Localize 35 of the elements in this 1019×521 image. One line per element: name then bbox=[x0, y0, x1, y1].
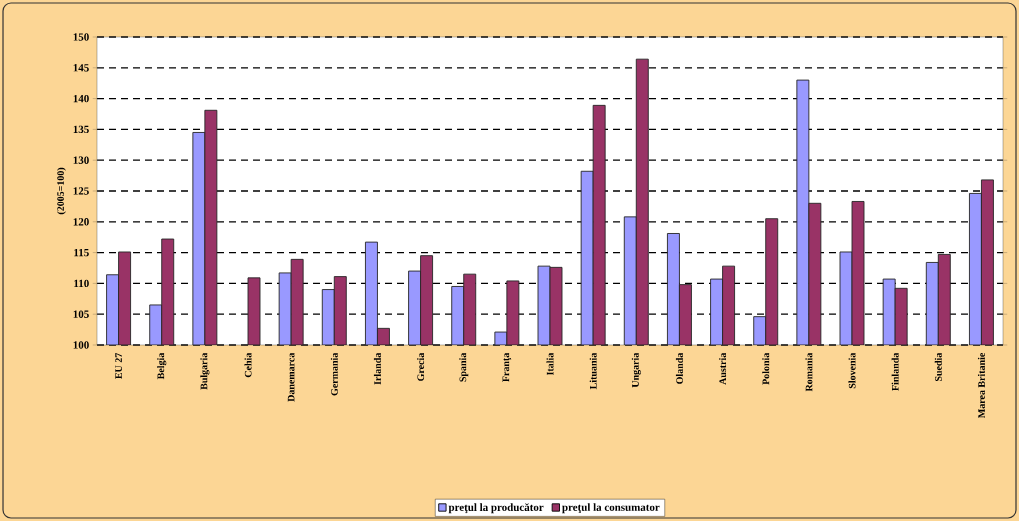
x-tick-label: Slovenia bbox=[848, 352, 856, 389]
x-tick-label: Lituania bbox=[589, 352, 597, 390]
legend-label: preţul la producător bbox=[448, 503, 544, 514]
x-tick-label: Ungaria bbox=[631, 352, 641, 388]
y-tick-label: 120 bbox=[73, 218, 89, 226]
y-tick-label: 105 bbox=[73, 310, 89, 318]
y-tick-label: 150 bbox=[73, 33, 89, 41]
x-tick-label: Franţa bbox=[502, 352, 512, 382]
x-tick-label: Polonia bbox=[762, 352, 770, 385]
y-tick-label: 130 bbox=[73, 156, 89, 164]
x-tick-label: Bulgaria bbox=[200, 352, 210, 390]
x-tick-label: Italia bbox=[546, 352, 554, 376]
x-tick-label: Spania bbox=[459, 352, 469, 382]
y-tick-label: 140 bbox=[73, 94, 89, 103]
x-tick-label: Cehia bbox=[244, 352, 252, 378]
x-tick-label: Olanda bbox=[675, 352, 683, 384]
x-tick-label: Germania bbox=[330, 352, 338, 396]
x-tick-label: Finlanda bbox=[891, 352, 899, 391]
x-tick-label: Grecia bbox=[417, 352, 425, 381]
x-tick-label: Suedia bbox=[934, 352, 942, 382]
x-tick-label: Marea Britanie bbox=[977, 353, 985, 418]
x-tick-label: Austria bbox=[719, 352, 727, 385]
y-axis-title: (2005=100) bbox=[56, 167, 66, 215]
x-tick-label: Romania bbox=[805, 352, 813, 392]
y-tick-label: 100 bbox=[73, 341, 89, 349]
y-tick-label: 115 bbox=[74, 248, 89, 257]
y-tick-label: 110 bbox=[74, 279, 89, 288]
x-tick-label: Belgia bbox=[157, 352, 167, 380]
y-tick-label: 135 bbox=[73, 125, 89, 134]
legend-label: preţul la consumator bbox=[562, 503, 660, 514]
x-tick-label: EU 27 bbox=[115, 353, 122, 379]
x-tick-label: Danemarca bbox=[287, 352, 295, 402]
x-tick-label: Irlanda bbox=[373, 352, 381, 385]
y-tick-label: 145 bbox=[73, 64, 89, 72]
y-tick-label: 125 bbox=[73, 187, 89, 195]
